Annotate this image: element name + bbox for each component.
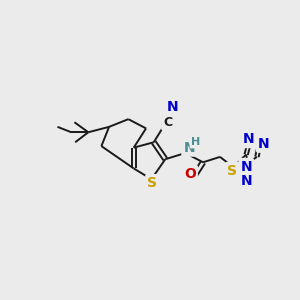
Text: N: N: [240, 160, 252, 174]
Text: C: C: [163, 116, 172, 129]
Text: H: H: [191, 137, 200, 147]
Text: O: O: [184, 167, 196, 181]
Text: N: N: [167, 100, 179, 114]
Text: S: S: [147, 176, 157, 190]
Text: N: N: [243, 132, 254, 146]
Text: N: N: [258, 137, 270, 151]
Text: N: N: [240, 174, 252, 188]
Text: N: N: [183, 141, 195, 155]
Text: S: S: [227, 164, 237, 178]
